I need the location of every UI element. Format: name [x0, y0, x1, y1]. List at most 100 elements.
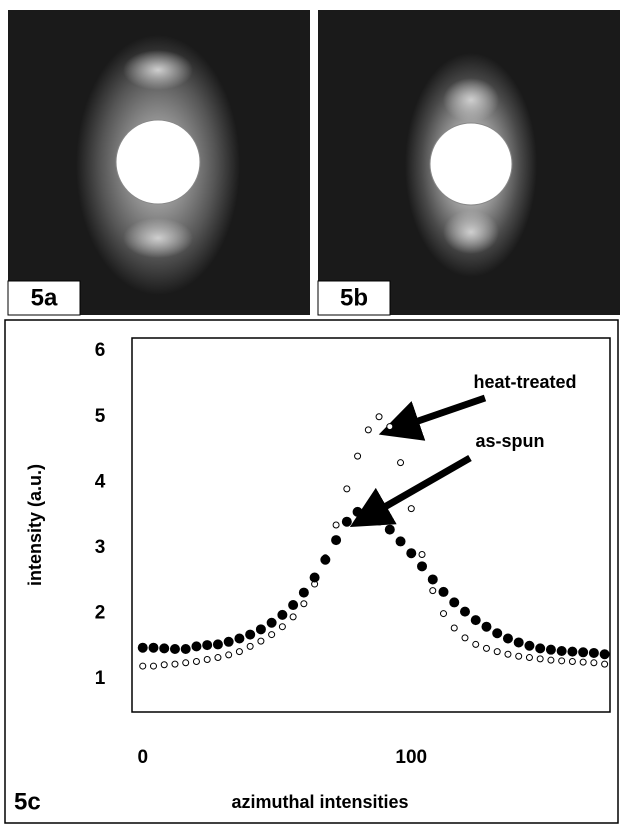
data-point [395, 536, 406, 547]
data-point [397, 459, 405, 467]
x-tick-label: 100 [395, 747, 427, 768]
data-point [536, 655, 544, 663]
data-point [449, 597, 460, 608]
data-point [278, 623, 286, 631]
data-point [386, 423, 394, 431]
data-point [223, 636, 234, 647]
data-point [245, 629, 256, 640]
data-point [309, 572, 320, 583]
data-point [182, 659, 190, 667]
data-point [354, 452, 362, 460]
data-point [235, 648, 243, 656]
data-point [159, 643, 170, 654]
y-tick-label: 5 [95, 406, 106, 427]
data-point [300, 600, 308, 608]
data-point [504, 650, 512, 658]
data-point [171, 660, 179, 668]
data-point [289, 613, 297, 621]
data-point [375, 413, 383, 421]
x-tick-label: 0 [137, 747, 148, 768]
series-label: heat-treated [473, 372, 576, 392]
data-point [257, 637, 265, 645]
data-point [343, 485, 351, 493]
data-point [406, 548, 417, 559]
data-point [524, 640, 535, 651]
data-point [459, 606, 470, 617]
arrow [349, 454, 472, 527]
chart-frame [4, 319, 619, 824]
data-point [440, 610, 448, 618]
data-point [579, 658, 587, 666]
data-point [525, 654, 533, 662]
data-point [169, 644, 180, 655]
data-point [427, 574, 438, 585]
data-point [545, 644, 556, 655]
data-point [255, 624, 266, 635]
data-point [556, 645, 567, 656]
data-point [331, 535, 342, 546]
data-point [547, 656, 555, 664]
data-point [429, 587, 437, 595]
data-point [493, 648, 501, 656]
y-tick-label: 6 [95, 340, 106, 361]
data-point [599, 649, 610, 660]
data-point [384, 524, 395, 535]
data-point [418, 551, 426, 559]
panel-label: 5c [14, 788, 41, 815]
panel-label: 5a [31, 284, 58, 311]
data-point [320, 554, 331, 565]
y-tick-label: 2 [95, 603, 106, 624]
data-point [513, 637, 524, 648]
series-label: as-spun [475, 431, 544, 451]
data-point [246, 642, 254, 650]
data-point [578, 647, 589, 658]
data-point [438, 586, 449, 597]
data-point [288, 600, 299, 611]
data-point [567, 646, 578, 657]
data-point [450, 624, 458, 632]
data-point [298, 587, 309, 598]
data-point [588, 647, 599, 658]
data-point [332, 521, 340, 529]
data-point [417, 561, 428, 572]
x-axis-label: azimuthal intensities [231, 792, 408, 812]
data-point [601, 660, 609, 668]
y-axis-label: intensity (a.u.) [25, 464, 45, 586]
data-point [352, 506, 363, 517]
data-point [482, 644, 490, 652]
data-point [470, 615, 481, 626]
data-point [212, 639, 223, 650]
data-point [234, 633, 245, 644]
data-point [139, 662, 147, 670]
data-point [341, 516, 352, 527]
data-point [192, 657, 200, 665]
data-point [502, 633, 513, 644]
data-point [492, 628, 503, 639]
plot-area [131, 337, 611, 713]
data-point [515, 652, 523, 660]
data-point [268, 631, 276, 639]
data-point [214, 654, 222, 662]
data-point [568, 657, 576, 665]
data-point [407, 505, 415, 513]
y-tick-label: 4 [95, 471, 106, 492]
data-point [137, 642, 148, 653]
data-point [149, 662, 157, 670]
y-tick-label: 1 [95, 668, 106, 689]
data-point [160, 661, 168, 669]
data-point [202, 640, 213, 651]
data-point [277, 609, 288, 620]
data-point [225, 651, 233, 659]
data-point [266, 617, 277, 628]
arrow [378, 394, 487, 441]
data-point [363, 508, 374, 519]
data-point [374, 515, 385, 526]
data-point [472, 640, 480, 648]
image-5a: 5a [7, 10, 310, 316]
data-point [180, 644, 191, 655]
image-5b: 5b [317, 10, 620, 316]
panel-label: 5b [340, 284, 368, 311]
data-point [481, 621, 492, 632]
data-point [203, 656, 211, 664]
